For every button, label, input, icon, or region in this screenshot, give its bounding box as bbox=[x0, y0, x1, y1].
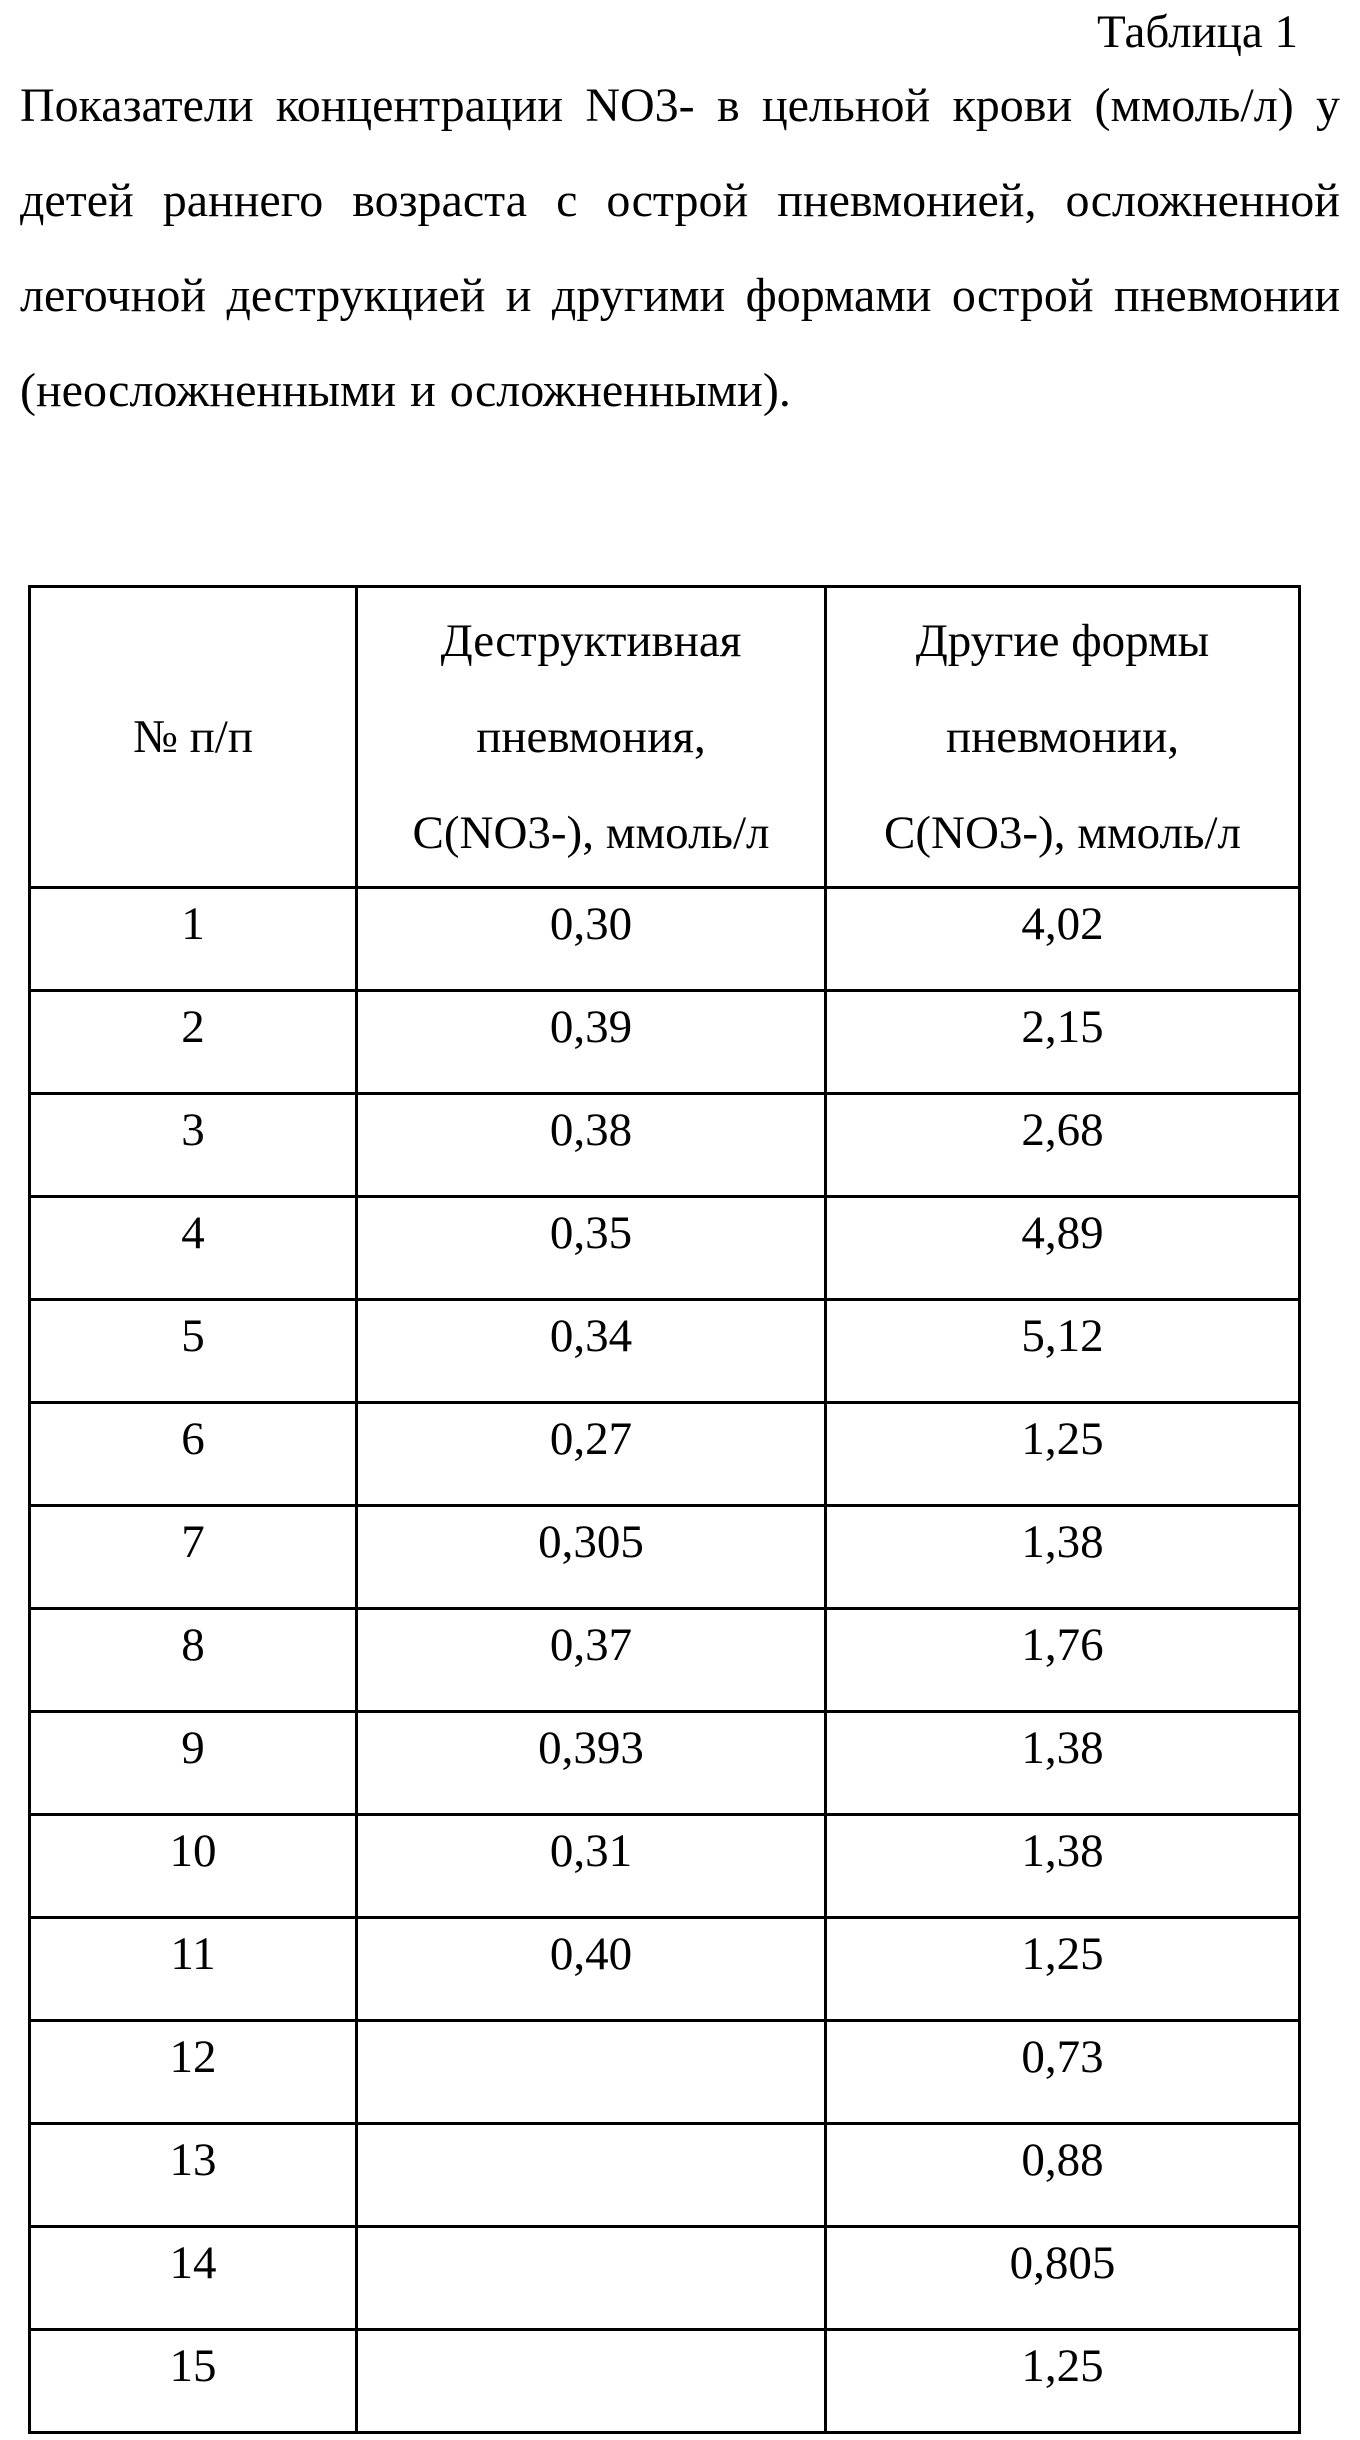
table-row: 70,3051,38 bbox=[30, 1506, 1300, 1609]
table-cell: 1,38 bbox=[826, 1712, 1300, 1815]
table-cell: 4,02 bbox=[826, 888, 1300, 991]
table-cell: 10 bbox=[30, 1815, 357, 1918]
table-cell bbox=[357, 2330, 826, 2433]
table-cell: 14 bbox=[30, 2227, 357, 2330]
table-cell: 0,37 bbox=[357, 1609, 826, 1712]
table-cell: 0,393 bbox=[357, 1712, 826, 1815]
table-cell: 9 bbox=[30, 1712, 357, 1815]
table-cell: 0,27 bbox=[357, 1403, 826, 1506]
table-cell: 0,305 bbox=[357, 1506, 826, 1609]
table-row: 30,382,68 bbox=[30, 1094, 1300, 1197]
table-row: 80,371,76 bbox=[30, 1609, 1300, 1712]
table-row: 100,311,38 bbox=[30, 1815, 1300, 1918]
header-line: пневмонии, bbox=[827, 689, 1298, 785]
table-cell: 12 bbox=[30, 2021, 357, 2124]
table-cell: 0,34 bbox=[357, 1300, 826, 1403]
table-row: 60,271,25 bbox=[30, 1403, 1300, 1506]
table-cell bbox=[357, 2227, 826, 2330]
header-line: № п/п bbox=[31, 689, 355, 785]
table-cell: 1,25 bbox=[826, 1918, 1300, 2021]
table-cell: 0,73 bbox=[826, 2021, 1300, 2124]
table-row: 50,345,12 bbox=[30, 1300, 1300, 1403]
table-cell: 0,88 bbox=[826, 2124, 1300, 2227]
table-cell: 1 bbox=[30, 888, 357, 991]
table-cell: 11 bbox=[30, 1918, 357, 2021]
header-line: C(NO3-), ммоль/л bbox=[358, 785, 824, 881]
table-cell: 0,30 bbox=[357, 888, 826, 991]
table-cell: 0,40 bbox=[357, 1918, 826, 2021]
header-cell: Другие формыпневмонии,C(NO3-), ммоль/л bbox=[826, 587, 1300, 888]
table-cell bbox=[357, 2124, 826, 2227]
header-line: Другие формы bbox=[827, 593, 1298, 689]
table-cell: 1,76 bbox=[826, 1609, 1300, 1712]
table-cell: 5,12 bbox=[826, 1300, 1300, 1403]
table-cell: 0,805 bbox=[826, 2227, 1300, 2330]
header-line: пневмония, bbox=[358, 689, 824, 785]
table-cell: 2,68 bbox=[826, 1094, 1300, 1197]
table-cell: 1,25 bbox=[826, 2330, 1300, 2433]
table-row: 40,354,89 bbox=[30, 1197, 1300, 1300]
table-caption: Таблица 1 bbox=[1097, 2, 1298, 62]
table-cell: 13 bbox=[30, 2124, 357, 2227]
table-cell: 0,31 bbox=[357, 1815, 826, 1918]
table-cell: 0,39 bbox=[357, 991, 826, 1094]
table-cell: 0,35 bbox=[357, 1197, 826, 1300]
table-row: 14 0,805 bbox=[30, 2227, 1300, 2330]
table-cell: 2,15 bbox=[826, 991, 1300, 1094]
header-line: Деструктивная bbox=[358, 593, 824, 689]
table-row: 20,392,15 bbox=[30, 991, 1300, 1094]
table-body: 10,304,0220,392,1530,382,6840,354,8950,3… bbox=[30, 888, 1300, 2433]
table-row: 110,401,25 bbox=[30, 1918, 1300, 2021]
table-row: 120,73 bbox=[30, 2021, 1300, 2124]
table-cell: 5 bbox=[30, 1300, 357, 1403]
table-cell: 8 bbox=[30, 1609, 357, 1712]
table-cell: 4,89 bbox=[826, 1197, 1300, 1300]
table-row: 90,3931,38 bbox=[30, 1712, 1300, 1815]
table-row: 130,88 bbox=[30, 2124, 1300, 2227]
header-cell: Деструктивнаяпневмония,C(NO3-), ммоль/л bbox=[357, 587, 826, 888]
table-row: 151,25 bbox=[30, 2330, 1300, 2433]
table-cell: 7 bbox=[30, 1506, 357, 1609]
table-cell bbox=[357, 2021, 826, 2124]
table-cell: 1,38 bbox=[826, 1815, 1300, 1918]
table-cell: 15 bbox=[30, 2330, 357, 2433]
table-cell: 1,38 bbox=[826, 1506, 1300, 1609]
header-line: C(NO3-), ммоль/л bbox=[827, 785, 1298, 881]
table-row: 10,304,02 bbox=[30, 888, 1300, 991]
table-cell: 3 bbox=[30, 1094, 357, 1197]
table-title: Показатели концентрации NO3- в цельной к… bbox=[20, 58, 1340, 438]
table-cell: 6 bbox=[30, 1403, 357, 1506]
table-cell: 0,38 bbox=[357, 1094, 826, 1197]
header-cell: № п/п bbox=[30, 587, 357, 888]
table-cell: 1,25 bbox=[826, 1403, 1300, 1506]
header-row: № п/пДеструктивнаяпневмония,C(NO3-), ммо… bbox=[30, 587, 1300, 888]
table-cell: 4 bbox=[30, 1197, 357, 1300]
table-cell: 2 bbox=[30, 991, 357, 1094]
data-table: № п/пДеструктивнаяпневмония,C(NO3-), ммо… bbox=[28, 585, 1301, 2434]
